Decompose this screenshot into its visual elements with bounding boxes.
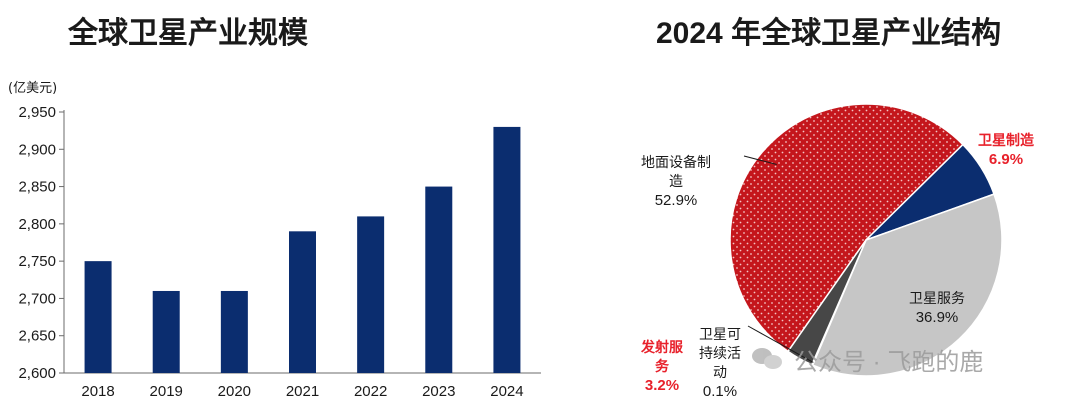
y-tick-label: 2,750: [18, 253, 56, 270]
y-tick-label: 2,650: [18, 328, 56, 345]
watermark: 公众号 · 飞跑的鹿: [752, 342, 983, 377]
y-tick-label: 2,950: [18, 104, 56, 121]
pie-leader-line: [747, 325, 814, 363]
y-tick-label: 2,850: [18, 179, 56, 196]
x-tick-label: 2023: [422, 383, 455, 400]
x-tick-label: 2022: [354, 383, 387, 400]
y-tick-label: 2,700: [18, 290, 56, 307]
pie-value-label: 6.9%: [989, 151, 1023, 168]
y-tick-label: 2,800: [18, 216, 56, 233]
pie-chart-title: 2024 年全球卫星产业结构: [656, 17, 1002, 50]
bar-2020: [220, 290, 248, 373]
pie-label: 地面设备制: [641, 154, 711, 171]
pie-slice-0: [729, 103, 964, 353]
x-tick-label: 2024: [490, 383, 523, 400]
watermark-text: 公众号 · 飞跑的鹿: [794, 349, 984, 376]
bar-2022: [357, 216, 385, 373]
pie-label: 动: [713, 365, 727, 381]
y-tick-label: 2,900: [18, 141, 56, 158]
bar-2024: [493, 126, 521, 374]
y-axis-unit-label: (亿美元): [8, 81, 57, 96]
pie-label: 卫星制造: [978, 132, 1034, 149]
pie-label: 发射服: [640, 339, 684, 356]
x-tick-label: 2020: [218, 383, 251, 400]
pie-label: 务: [655, 358, 670, 375]
pie-value-label: 3.2%: [645, 377, 679, 394]
x-tick-label: 2019: [150, 383, 183, 400]
bar-chart-title: 全球卫星产业规模: [68, 17, 308, 50]
y-tick-label: 2,600: [18, 365, 56, 382]
pie-label: 卫星可: [699, 327, 741, 343]
pie-leader-line: [743, 155, 777, 165]
pie-value-label: 0.1%: [703, 383, 737, 400]
x-tick-label: 2021: [286, 383, 319, 400]
x-tick-label: 2018: [81, 383, 114, 400]
pie-label: 卫星服务: [909, 291, 965, 307]
wechat-logo-icon: [752, 345, 786, 375]
pie-label: 持续活: [699, 345, 741, 362]
bar-2018: [84, 261, 112, 373]
pie-value-label: 36.9%: [916, 309, 959, 326]
bar-chart: (亿美元) 2,600 2,650 2,700 2,750 2,800 2,850 2,90…: [8, 81, 541, 400]
pie-label: 造: [669, 174, 683, 190]
bar-2019: [152, 290, 180, 373]
bar-2023: [425, 186, 453, 373]
pie-slice-2: [811, 193, 1003, 377]
bar-2021: [289, 231, 316, 373]
pie-slice-4: [786, 239, 867, 366]
pie-value-label: 52.9%: [655, 192, 698, 209]
